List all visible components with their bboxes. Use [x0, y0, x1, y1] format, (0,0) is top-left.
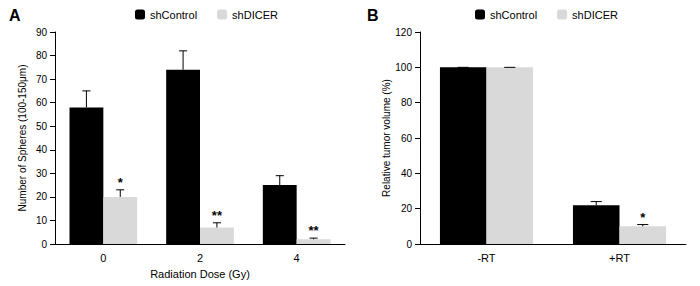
svg-text:Relative tumor volume (%): Relative tumor volume (%) — [381, 79, 392, 197]
svg-text:Radiation Dose (Gy): Radiation Dose (Gy) — [150, 268, 250, 280]
svg-text:40: 40 — [36, 144, 48, 155]
svg-text:B: B — [367, 7, 379, 24]
svg-text:20: 20 — [36, 191, 48, 202]
svg-text:**: ** — [309, 223, 320, 238]
svg-text:100: 100 — [395, 62, 412, 73]
svg-text:10: 10 — [36, 215, 48, 226]
svg-text:shDICER: shDICER — [232, 9, 278, 21]
svg-text:0: 0 — [406, 239, 412, 250]
svg-text:120: 120 — [395, 27, 412, 38]
svg-text:50: 50 — [36, 121, 48, 132]
svg-text:shControl: shControl — [490, 9, 537, 21]
svg-text:60: 60 — [36, 97, 48, 108]
svg-text:4: 4 — [294, 252, 300, 264]
svg-text:80: 80 — [36, 50, 48, 61]
svg-text:2: 2 — [197, 252, 203, 264]
svg-text:-RT: -RT — [477, 252, 495, 264]
svg-text:Number of Spheres (100-150μm): Number of Spheres (100-150μm) — [17, 65, 28, 212]
svg-text:shDICER: shDICER — [572, 9, 618, 21]
svg-text:40: 40 — [401, 168, 413, 179]
svg-text:*: * — [118, 175, 124, 190]
svg-text:**: ** — [212, 208, 223, 223]
svg-text:+RT: +RT — [609, 252, 630, 264]
svg-text:20: 20 — [401, 203, 413, 214]
svg-text:shControl: shControl — [150, 9, 197, 21]
svg-text:A: A — [9, 7, 21, 24]
svg-text:*: * — [640, 210, 646, 225]
svg-text:0: 0 — [100, 252, 106, 264]
svg-text:70: 70 — [36, 74, 48, 85]
svg-text:80: 80 — [401, 97, 413, 108]
svg-text:0: 0 — [41, 239, 47, 250]
svg-text:60: 60 — [401, 133, 413, 144]
svg-text:90: 90 — [36, 27, 48, 38]
svg-text:30: 30 — [36, 168, 48, 179]
